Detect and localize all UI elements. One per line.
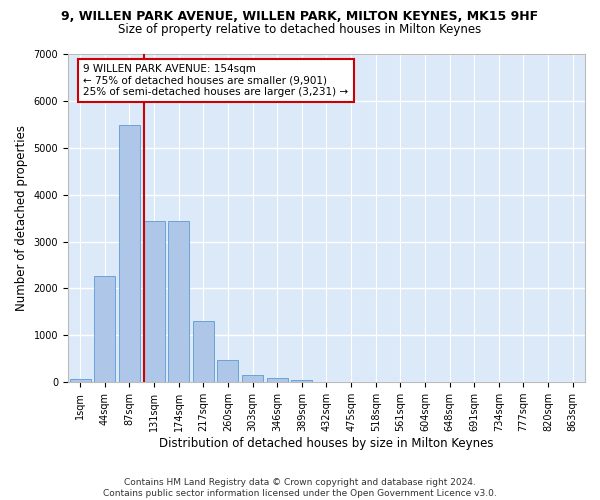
Text: Contains HM Land Registry data © Crown copyright and database right 2024.
Contai: Contains HM Land Registry data © Crown c…: [103, 478, 497, 498]
Text: Size of property relative to detached houses in Milton Keynes: Size of property relative to detached ho…: [118, 22, 482, 36]
Bar: [143, 221, 164, 382]
Bar: [168, 221, 189, 382]
Text: 9 WILLEN PARK AVENUE: 154sqm
← 75% of detached houses are smaller (9,901)
25% of: 9 WILLEN PARK AVENUE: 154sqm ← 75% of de…: [83, 64, 349, 97]
Bar: [292, 380, 312, 382]
Text: 9, WILLEN PARK AVENUE, WILLEN PARK, MILTON KEYNES, MK15 9HF: 9, WILLEN PARK AVENUE, WILLEN PARK, MILT…: [61, 10, 539, 23]
Bar: [94, 276, 115, 382]
Bar: [217, 360, 238, 382]
X-axis label: Distribution of detached houses by size in Milton Keynes: Distribution of detached houses by size …: [159, 437, 494, 450]
Bar: [119, 126, 140, 382]
Bar: [267, 378, 287, 382]
Bar: [70, 378, 91, 382]
Y-axis label: Number of detached properties: Number of detached properties: [15, 125, 28, 311]
Bar: [193, 321, 214, 382]
Bar: [242, 375, 263, 382]
